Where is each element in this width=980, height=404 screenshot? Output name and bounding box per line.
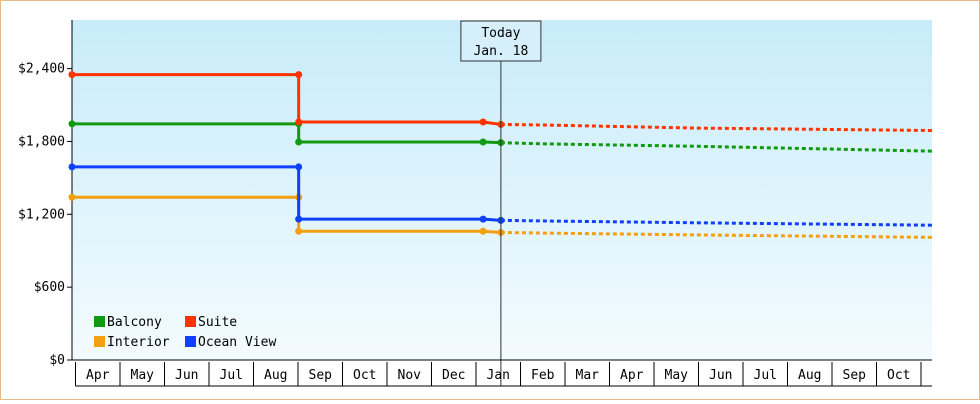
legend-label: Interior [107, 335, 170, 350]
x-tick-label: Aug [264, 368, 287, 383]
x-tick-label: Aug [798, 368, 821, 383]
legend-swatch [185, 336, 196, 347]
y-tick-label: $1,200 [18, 207, 65, 222]
data-point [295, 71, 303, 79]
x-tick-label: Jan [487, 368, 510, 383]
plot-background [72, 20, 932, 360]
today-label: Today [481, 26, 520, 41]
y-tick-label: $0 [49, 353, 65, 368]
today-date: Jan. 18 [473, 44, 528, 59]
data-point [295, 215, 303, 223]
forecast-line-ocean-view [500, 218, 933, 227]
x-tick-label: Sep [843, 368, 867, 383]
legend-swatch [94, 336, 105, 347]
data-point [479, 215, 487, 223]
legend-label: Balcony [107, 315, 162, 330]
legend-swatch [185, 316, 196, 327]
x-tick-label: Apr [86, 368, 110, 383]
data-point [479, 227, 487, 235]
forecast-line-balcony [500, 141, 933, 153]
forecast-line-suite [500, 122, 933, 132]
forecast-line-interior [500, 231, 933, 239]
series-balcony [68, 120, 933, 153]
x-tick-label: May [665, 368, 689, 383]
x-tick-label: Jul [754, 368, 777, 383]
data-point [295, 138, 303, 146]
today-box [460, 20, 542, 62]
y-tick-label: $1,800 [18, 134, 65, 149]
data-point [68, 163, 76, 171]
legend-swatch [94, 316, 105, 327]
legend-label: Ocean View [198, 335, 276, 350]
x-tick-label: May [131, 368, 155, 383]
x-tick-label: Mar [576, 368, 600, 383]
x-tick-label: Jun [175, 368, 198, 383]
series-interior [68, 193, 933, 239]
x-tick-label: Apr [620, 368, 644, 383]
x-tick-label: Sep [309, 368, 333, 383]
data-point [68, 120, 76, 128]
y-tick-label: $2,400 [18, 62, 65, 77]
legend-label: Suite [198, 315, 237, 330]
x-tick-label: Dec [442, 368, 465, 383]
x-tick-label: Jul [220, 368, 243, 383]
x-tick-label: Oct [887, 368, 910, 383]
data-point [295, 163, 303, 171]
data-point [479, 138, 487, 146]
x-tick-label: Oct [353, 368, 376, 383]
y-tick-label: $600 [34, 280, 65, 295]
data-point [68, 71, 76, 79]
series-ocean-view [68, 163, 933, 227]
data-point [295, 118, 303, 126]
data-point [479, 118, 487, 126]
data-point [295, 227, 303, 235]
x-tick-label: Nov [398, 368, 422, 383]
x-tick-label: Feb [531, 368, 555, 383]
data-point [68, 193, 76, 201]
x-tick-label: Jun [709, 368, 732, 383]
